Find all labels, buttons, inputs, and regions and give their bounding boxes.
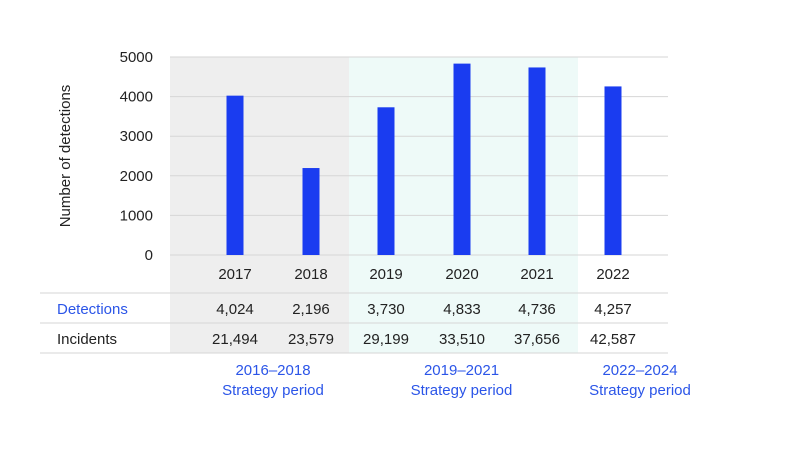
bar-2019 xyxy=(377,107,395,256)
table-cell-detections-2017: 4,024 xyxy=(216,301,254,318)
table-cell-incidents-2020: 33,510 xyxy=(439,331,485,348)
y-tick-label-3000: 3000 xyxy=(120,128,153,145)
table-cell-detections-2022: 4,257 xyxy=(594,301,632,318)
table-cell-incidents-2021: 37,656 xyxy=(514,331,560,348)
period-label-2-name: Strategy period xyxy=(411,382,513,399)
table-cell-incidents-2017: 21,494 xyxy=(212,331,258,348)
table-cell-incidents-2018: 23,579 xyxy=(288,331,334,348)
bar-2021 xyxy=(528,67,546,255)
x-tick-label-2018: 2018 xyxy=(294,266,327,283)
table-row-label-detections: Detections xyxy=(57,301,128,318)
table-row-label-incidents: Incidents xyxy=(57,331,117,348)
table-cell-detections-2021: 4,736 xyxy=(518,301,556,318)
bar-2022 xyxy=(604,86,622,256)
y-tick-label-0: 0 xyxy=(145,247,153,264)
period-label-1-name: Strategy period xyxy=(222,382,324,399)
table-cell-detections-2019: 3,730 xyxy=(367,301,405,318)
x-tick-label-2021: 2021 xyxy=(520,266,553,283)
period-label-1-years: 2016–2018 xyxy=(235,362,310,379)
bar-2017 xyxy=(226,95,244,255)
period-label-3-name: Strategy period xyxy=(589,382,691,399)
table-cell-detections-2018: 2,196 xyxy=(292,301,330,318)
period-label-3-years: 2022–2024 xyxy=(602,362,677,379)
bar-2018 xyxy=(302,168,320,255)
bar-2020 xyxy=(453,63,471,255)
y-tick-label-4000: 4000 xyxy=(120,89,153,106)
table-cell-incidents-2022: 42,587 xyxy=(590,331,636,348)
x-tick-label-2020: 2020 xyxy=(445,266,478,283)
table-cell-incidents-2019: 29,199 xyxy=(363,331,409,348)
period-label-2-years: 2019–2021 xyxy=(424,362,499,379)
x-tick-label-2022: 2022 xyxy=(596,266,629,283)
y-tick-label-5000: 5000 xyxy=(120,49,153,66)
table-cell-detections-2020: 4,833 xyxy=(443,301,481,318)
x-tick-label-2017: 2017 xyxy=(218,266,251,283)
y-axis-title: Number of detections xyxy=(57,85,74,228)
y-tick-label-2000: 2000 xyxy=(120,168,153,185)
x-tick-label-2019: 2019 xyxy=(369,266,402,283)
y-tick-label-1000: 1000 xyxy=(120,207,153,224)
